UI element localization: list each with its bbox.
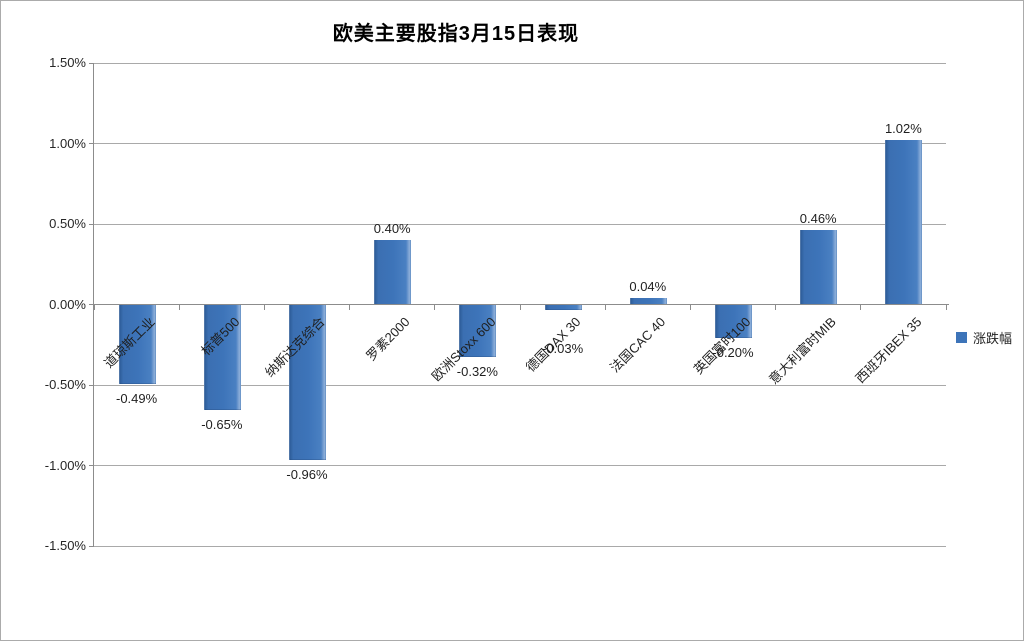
y-axis-tick-label: -1.50% <box>44 538 86 553</box>
y-axis-tick <box>89 384 94 386</box>
y-axis-tick-label: -0.50% <box>44 377 86 392</box>
gridline <box>94 465 946 466</box>
y-axis-tick <box>89 545 94 547</box>
bar-1 <box>118 304 156 385</box>
bar-10 <box>885 140 923 306</box>
y-axis-tick-label: 1.50% <box>49 55 86 70</box>
data-label: 0.40% <box>373 221 411 237</box>
data-label: -0.32% <box>456 364 498 380</box>
x-axis-tick <box>519 304 521 310</box>
category-axis-label: 西班牙IBEX 35 <box>852 314 925 387</box>
legend: 涨跌幅 <box>956 328 1012 347</box>
data-label: -0.03% <box>541 340 584 356</box>
gridline <box>94 384 946 386</box>
data-label: -0.49% <box>115 391 158 407</box>
bar-5 <box>459 304 497 358</box>
x-axis-tick <box>349 304 351 310</box>
x-axis-tick <box>775 304 777 310</box>
legend-series-label: 涨跌幅 <box>973 331 1013 346</box>
bar-2 <box>203 304 241 411</box>
bar-8 <box>715 304 752 338</box>
x-axis-tick <box>860 304 862 310</box>
data-label: -0.96% <box>286 467 328 483</box>
chart-title: 欧美主要股指3月15日表现 <box>332 23 580 45</box>
x-axis-tick <box>434 304 436 310</box>
data-label: -0.65% <box>201 417 243 433</box>
y-axis-tick-label: 0.50% <box>49 216 86 231</box>
x-axis-tick <box>604 304 606 310</box>
y-axis-tick <box>89 223 94 225</box>
y-axis-tick-label: -1.00% <box>44 457 86 473</box>
x-axis-line <box>93 304 949 305</box>
legend-swatch <box>956 332 967 343</box>
bar-3 <box>289 304 326 461</box>
y-axis-tick <box>89 304 94 305</box>
x-axis-tick <box>689 304 691 310</box>
category-axis-label: 法国CAC 40 <box>607 314 669 376</box>
y-axis-tick <box>89 465 94 466</box>
x-axis-tick <box>263 304 265 310</box>
x-axis-tick <box>945 304 947 310</box>
y-axis-tick <box>89 62 94 64</box>
bar-6 <box>544 304 582 311</box>
gridline <box>94 62 946 64</box>
data-label: 0.04% <box>629 279 667 295</box>
data-label: -0.20% <box>712 344 754 360</box>
y-axis-tick <box>89 143 94 144</box>
gridline <box>94 545 946 547</box>
x-axis-tick <box>178 304 180 310</box>
category-axis-label: 罗素2000 <box>363 314 413 364</box>
y-axis-tick-label: 0.00% <box>49 296 86 312</box>
category-axis-label: 意大利富时MIB <box>766 314 839 388</box>
bar-9 <box>800 230 838 306</box>
data-label: 1.02% <box>884 121 922 137</box>
gridline <box>94 143 946 144</box>
gridline <box>94 223 946 225</box>
bar-4 <box>374 240 412 306</box>
y-axis-tick-label: 1.00% <box>49 135 86 151</box>
data-label: 0.46% <box>799 211 837 227</box>
x-axis-tick <box>93 304 95 310</box>
